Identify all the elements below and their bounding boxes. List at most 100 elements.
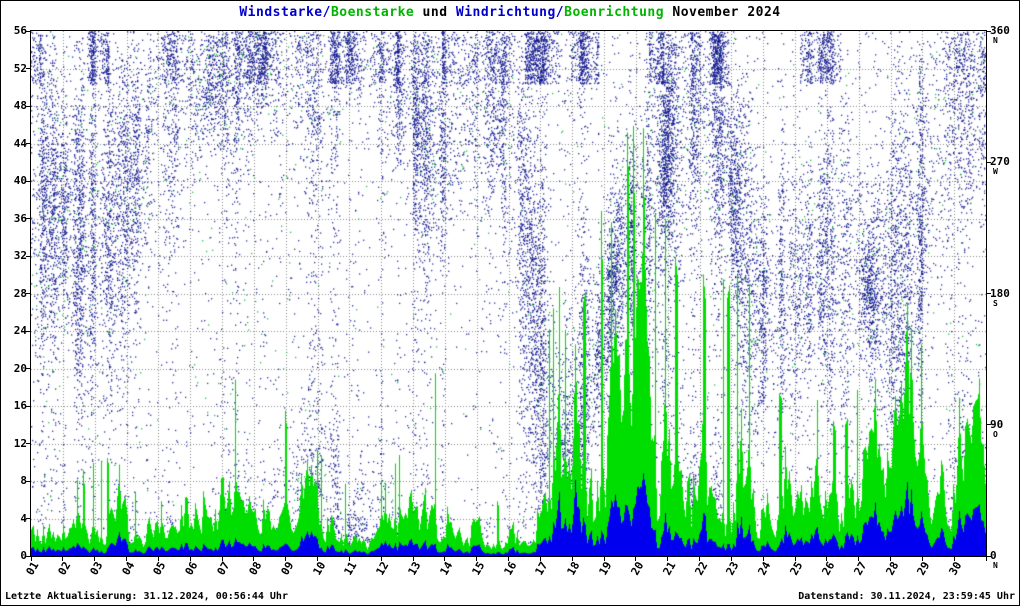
y-right-tick-label: 180 [990,286,1010,300]
x-tick [571,557,573,561]
x-tick [317,557,318,561]
y-left-tick [26,218,30,219]
x-tick-label: 26 [819,559,838,578]
x-tick-label: 24 [755,559,774,578]
x-tick-label: 06 [182,559,201,578]
x-tick [667,557,669,561]
x-tick [921,557,923,561]
y-left-tick-label: 0 [20,549,27,562]
x-tick-label: 09 [278,559,297,578]
x-tick [380,557,382,561]
y-right-compass-letter: W [993,167,998,177]
y-left-tick-label: 28 [13,286,27,300]
x-tick-label: 23 [723,559,742,578]
y-left-tick [26,255,30,257]
x-tick-label: 10 [310,559,328,578]
x-tick [730,557,732,561]
x-tick-label: 08 [246,559,265,578]
x-tick-label: 05 [150,559,169,578]
y-left-tick-label: 36 [13,211,27,225]
y-right-tick-label: 270 [990,155,1010,169]
x-tick [126,557,127,561]
x-tick [603,557,605,561]
x-tick-label: 11 [341,559,360,578]
x-tick [890,557,891,561]
y-left-tick-label: 24 [13,324,27,337]
x-tick [348,557,350,561]
x-tick-label: 17 [532,559,551,578]
y-left-tick-label: 52 [13,61,27,75]
y-left-tick [26,180,30,182]
x-tick-label: 25 [787,559,806,578]
y-left-tick-label: 4 [20,511,27,525]
y-right-compass-letter: N [993,561,998,570]
x-tick [94,557,96,561]
x-tick-label: 15 [469,559,488,578]
y-right-tick-label: 0 [990,549,997,562]
x-tick-label: 21 [660,559,679,578]
x-tick-label: 20 [628,559,647,578]
chart-title-part: Windrichtung/ [455,5,565,20]
y-right-compass-letter: N [993,36,998,45]
y-left-tick [26,405,30,407]
y-left-tick-label: 12 [13,436,27,450]
y-left-tick [26,293,30,294]
x-tick-label: 30 [946,559,965,578]
y-right-tick-label: 360 [990,24,1010,37]
last-update-text: Letzte Aktualisierung: 31.12.2024, 00:56… [5,591,288,602]
y-left-tick [26,555,30,557]
x-tick-label: 07 [214,559,233,578]
y-right-tick [987,555,991,557]
data-timestamp-text: Datenstand: 30.11.2024, 23:59:45 Uhr [798,591,1015,602]
x-tick [953,557,955,561]
x-tick [858,557,860,561]
y-left-tick [26,443,30,444]
x-tick [794,557,796,561]
y-left-tick [26,368,30,369]
x-tick [476,557,478,561]
y-left-tick-label: 20 [13,361,27,375]
y-left-tick [26,518,30,519]
y-right-tick-label: 90 [990,417,1004,431]
y-left-tick-label: 48 [13,99,27,112]
x-tick [508,557,509,561]
x-tick [253,557,255,561]
x-tick-label: 04 [119,559,137,578]
x-tick-label: 13 [405,559,424,578]
x-tick [285,557,287,561]
x-tick [444,557,446,561]
chart-title-part: Windstarke/ [239,5,331,20]
y-right-compass-letter: O [993,429,998,439]
x-tick-label: 28 [883,559,901,578]
chart-title-part: November 2024 [664,5,781,20]
y-left-tick [26,480,30,482]
y-left-tick-label: 40 [13,174,27,187]
y-right-tick [987,161,991,163]
chart-title-part: Boenrichtung [564,5,665,20]
y-left-tick-label: 56 [13,24,27,37]
x-tick-label: 02 [55,559,74,578]
y-left-tick-label: 8 [20,474,27,487]
x-tick [412,557,414,561]
x-tick [985,557,987,561]
y-left-tick [26,143,30,144]
x-tick [762,557,764,561]
x-tick [826,557,828,561]
x-tick [30,557,32,561]
chart-title-part: und [414,5,456,20]
y-left-tick [26,68,30,69]
chart-title: Windstarke/Boenstarke und Windrichtung/B… [1,5,1019,20]
y-right-tick [987,424,991,426]
y-right-tick [987,293,991,294]
y-left-tick-label: 32 [13,249,27,262]
plot-area [30,30,987,557]
y-left-tick [26,330,30,332]
x-tick-label: 27 [851,559,870,578]
x-tick-label: 12 [373,559,392,578]
x-tick-label: 22 [692,559,710,578]
x-tick [635,557,637,561]
x-tick [699,557,700,561]
x-tick [157,557,159,561]
y-left-tick-label: 44 [13,136,27,150]
